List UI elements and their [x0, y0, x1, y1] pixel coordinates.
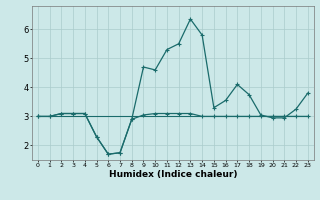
X-axis label: Humidex (Indice chaleur): Humidex (Indice chaleur): [108, 170, 237, 179]
